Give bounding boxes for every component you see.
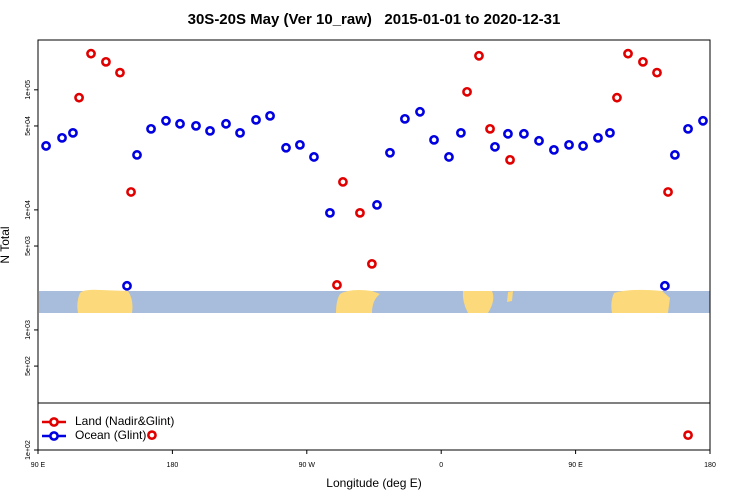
point: [372, 200, 382, 210]
legend-marker: [49, 417, 59, 427]
point: [205, 125, 215, 136]
point: [444, 152, 454, 162]
point: [122, 280, 132, 291]
legend-label: Land (Nadir&Glint): [75, 414, 174, 428]
y-tick-label: 1e+04: [25, 200, 32, 220]
point: [265, 110, 275, 121]
land-patch: [611, 289, 670, 313]
point: [683, 123, 693, 134]
plot-frame: [37, 39, 711, 451]
x-tick-label: 90 E: [568, 462, 583, 469]
point: [660, 280, 670, 291]
point: [57, 132, 67, 143]
y-tick-label: 5e+03: [25, 236, 32, 256]
point: [400, 113, 410, 124]
point: [355, 207, 365, 218]
point: [485, 123, 495, 134]
y-tick-label: 1e+03: [25, 320, 32, 340]
point: [605, 127, 615, 138]
point: [251, 114, 261, 125]
y-axis-label: N Total: [0, 226, 12, 263]
point: [281, 142, 291, 153]
point: [663, 187, 673, 197]
point: [115, 67, 125, 78]
point: [519, 128, 529, 139]
point: [593, 132, 603, 143]
point: [175, 118, 185, 129]
y-tick-label: 5e+02: [25, 356, 32, 376]
ocean-band: [39, 291, 710, 313]
land-patch: [507, 291, 513, 302]
point: [612, 92, 622, 103]
point: [474, 50, 484, 61]
x-tick-label: 90 E: [31, 462, 46, 469]
point: [235, 127, 245, 138]
point: [698, 115, 708, 126]
point: [503, 128, 513, 139]
point: [652, 67, 662, 78]
point: [101, 56, 111, 67]
point: [332, 280, 342, 290]
point: [505, 154, 515, 165]
legend-marker: [49, 431, 59, 441]
point: [325, 207, 335, 218]
map-strip: [39, 289, 710, 313]
point: [623, 48, 633, 59]
point: [126, 187, 136, 197]
point: [146, 123, 156, 134]
x-axis-label: Longitude (deg E): [326, 476, 421, 490]
point: [41, 141, 51, 151]
land-patch: [336, 290, 380, 313]
point: [147, 430, 157, 441]
legend-label: Ocean (Glint): [75, 428, 146, 442]
y-tick-label: 1e+02: [25, 440, 32, 460]
point: [385, 147, 395, 158]
point: [367, 258, 377, 269]
point: [74, 92, 84, 103]
y-tick-label: 5e+04: [25, 116, 32, 136]
land-patch: [77, 289, 133, 313]
chart-title: 30S-20S May (Ver 10_raw) 2015-01-01 to 2…: [188, 11, 561, 28]
point: [670, 150, 680, 160]
point: [295, 139, 305, 150]
point: [462, 86, 472, 97]
point: [534, 135, 544, 146]
point: [638, 56, 648, 67]
point: [68, 127, 78, 138]
point: [191, 120, 201, 131]
land-patch: [462, 291, 494, 313]
point: [429, 134, 439, 145]
point: [456, 127, 466, 138]
x-tick-label: 180: [704, 462, 716, 469]
point: [549, 144, 559, 155]
point: [415, 106, 425, 117]
point: [683, 430, 693, 441]
point: [221, 118, 231, 129]
point: [564, 139, 574, 150]
x-tick-label: 180: [167, 462, 179, 469]
x-tick-label: 90 W: [299, 462, 316, 469]
point: [86, 48, 96, 59]
point: [338, 177, 348, 187]
x-tick-label: 0: [439, 462, 443, 469]
point: [490, 141, 500, 152]
y-tick-label: 1e+05: [25, 80, 32, 100]
point: [309, 152, 319, 162]
point: [578, 141, 588, 151]
point: [161, 115, 171, 126]
point: [132, 150, 142, 160]
